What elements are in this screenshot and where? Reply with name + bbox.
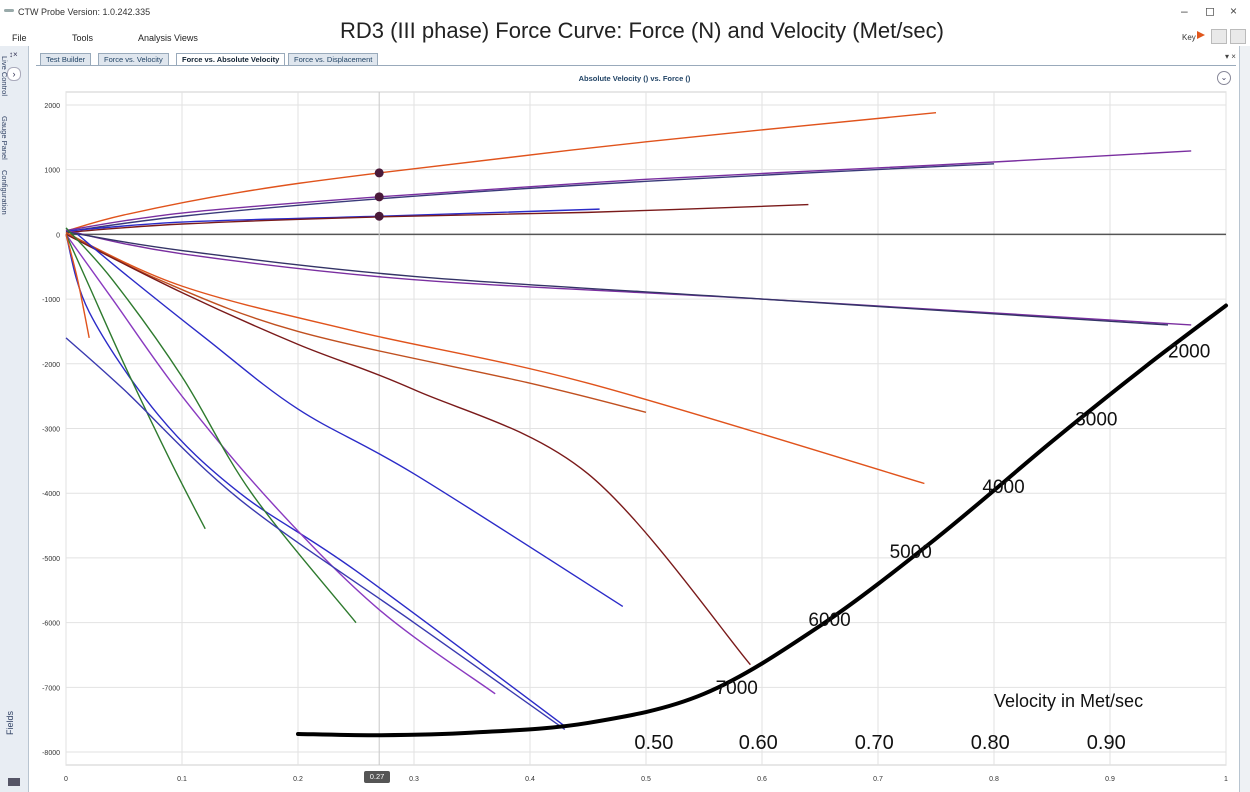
chart-title: Absolute Velocity () vs. Force (): [578, 74, 691, 83]
x-tick-label: 0.1: [177, 776, 187, 783]
rpm-label: 2000: [1168, 341, 1210, 362]
series-line: [65, 229, 1192, 326]
x-tick-label: 0.8: [989, 776, 999, 783]
view-tabs: Test Builder Force vs. Velocity Force vs…: [36, 53, 1236, 66]
markers: [374, 168, 384, 221]
export-icon[interactable]: [1211, 29, 1227, 44]
title-bar: CTW Probe Version: 1.0.242.335 – ◻ ×: [0, 0, 1250, 22]
pin-icon[interactable]: ↕×: [9, 50, 18, 59]
series-line: [65, 234, 566, 727]
series-line: [77, 233, 624, 608]
rpm-label: 5000: [890, 542, 932, 563]
x-tick-label: 0: [64, 776, 68, 783]
chart-header: Absolute Velocity () vs. Force () ⌄: [33, 68, 1236, 88]
cursor-value-badge[interactable]: 0.27: [364, 771, 390, 783]
y-tick-label: -5000: [42, 556, 60, 563]
tab-label: Force vs. Velocity: [104, 55, 163, 64]
right-panel: [1239, 46, 1250, 792]
series-line: [65, 163, 995, 233]
key-label[interactable]: Key: [1182, 33, 1196, 42]
velocity-label: 0.60: [739, 732, 778, 754]
app-title: CTW Probe Version: 1.0.242.335: [18, 7, 151, 17]
annotations: 2000 3000 4000 5000 6000 7000 Velocity in Met/…: [296, 303, 1228, 754]
velocity-label: 0.80: [971, 732, 1010, 754]
y-tick-label: -6000: [42, 621, 60, 628]
y-tick-label: 1000: [44, 168, 60, 175]
settings-icon[interactable]: [1230, 29, 1246, 44]
series-line: [65, 232, 925, 485]
minimize-button[interactable]: –: [1181, 4, 1188, 18]
tab-menu-close[interactable]: ▾ ×: [1225, 52, 1236, 61]
x-tick-label: 0.7: [873, 776, 883, 783]
tab-label: Test Builder: [46, 55, 86, 64]
y-tick-label: 0: [56, 232, 60, 239]
menu-file[interactable]: File: [12, 33, 27, 43]
series-line: [65, 234, 206, 530]
velocity-label: 0.50: [634, 732, 673, 754]
axis-ticks: 0 0.1 0.2 0.3 0.4 0.5 0.6 0.7 0.8 0.9 1 2000 1000 0 -1…: [42, 103, 1228, 783]
tab-test-builder[interactable]: Test Builder: [40, 53, 92, 65]
x-tick-label: 1: [1224, 776, 1228, 783]
rpm-overlay-curve: [296, 303, 1228, 738]
tab-force-vs-absolute-velocity[interactable]: Force vs. Absolute Velocity: [176, 53, 286, 65]
series-marker[interactable]: [374, 211, 384, 221]
x-tick-label: 0.5: [641, 776, 651, 783]
velocity-label: 0.90: [1087, 732, 1126, 754]
chart-menu-icon[interactable]: ⌄: [1217, 71, 1231, 85]
velocity-label: 0.70: [855, 732, 894, 754]
x-tick-label: 0.4: [525, 776, 535, 783]
close-button[interactable]: ×: [1230, 4, 1238, 18]
y-tick-label: -3000: [42, 427, 60, 434]
rpm-label: 6000: [808, 610, 850, 631]
flag-icon: [1197, 31, 1205, 39]
series-line: [65, 231, 647, 414]
series-line: [65, 231, 1169, 326]
maximize-button[interactable]: ◻: [1205, 4, 1215, 18]
panel-grip-icon[interactable]: [8, 778, 20, 786]
series-line: [65, 233, 751, 666]
left-panel: [0, 46, 29, 792]
series-line: [65, 233, 496, 695]
series-marker[interactable]: [374, 168, 384, 178]
app-icon: [4, 9, 14, 12]
tab-force-vs-velocity[interactable]: Force vs. Velocity: [98, 53, 169, 65]
x-tick-label: 0.2: [293, 776, 303, 783]
series-line: [65, 150, 1192, 232]
series-marker[interactable]: [374, 192, 384, 202]
y-tick-label: -4000: [42, 491, 60, 498]
rpm-label: 4000: [982, 477, 1024, 498]
series-line: [65, 227, 357, 624]
x-tick-label: 0.9: [1105, 776, 1115, 783]
tab-label: Force vs. Displacement: [294, 55, 373, 64]
series-line: [65, 203, 809, 234]
y-tick-label: 2000: [44, 103, 60, 110]
expand-panel-button[interactable]: ›: [7, 67, 21, 81]
tab-force-vs-displacement[interactable]: Force vs. Displacement: [288, 53, 379, 65]
velocity-axis-title: Velocity in Met/sec: [994, 691, 1143, 711]
series-line: [65, 337, 566, 730]
y-tick-label: -1000: [42, 297, 60, 304]
y-tick-label: -7000: [42, 685, 60, 692]
series-line: [65, 234, 90, 339]
grid: [65, 91, 1227, 766]
y-tick-label: -2000: [42, 362, 60, 369]
rpm-label: 3000: [1075, 409, 1117, 430]
y-tick-label: -8000: [42, 750, 60, 757]
x-tick-label: 0.3: [409, 776, 419, 783]
series-line: [65, 208, 600, 232]
rpm-label: 7000: [716, 678, 758, 699]
menu-analysis-views[interactable]: Analysis Views: [138, 33, 198, 43]
series: [65, 112, 1192, 730]
tab-label: Force vs. Absolute Velocity: [182, 55, 280, 64]
overlay-title: RD3 (III phase) Force Curve: Force (N) a…: [340, 18, 944, 43]
menu-tools[interactable]: Tools: [72, 33, 94, 43]
x-tick-label: 0.6: [757, 776, 767, 783]
